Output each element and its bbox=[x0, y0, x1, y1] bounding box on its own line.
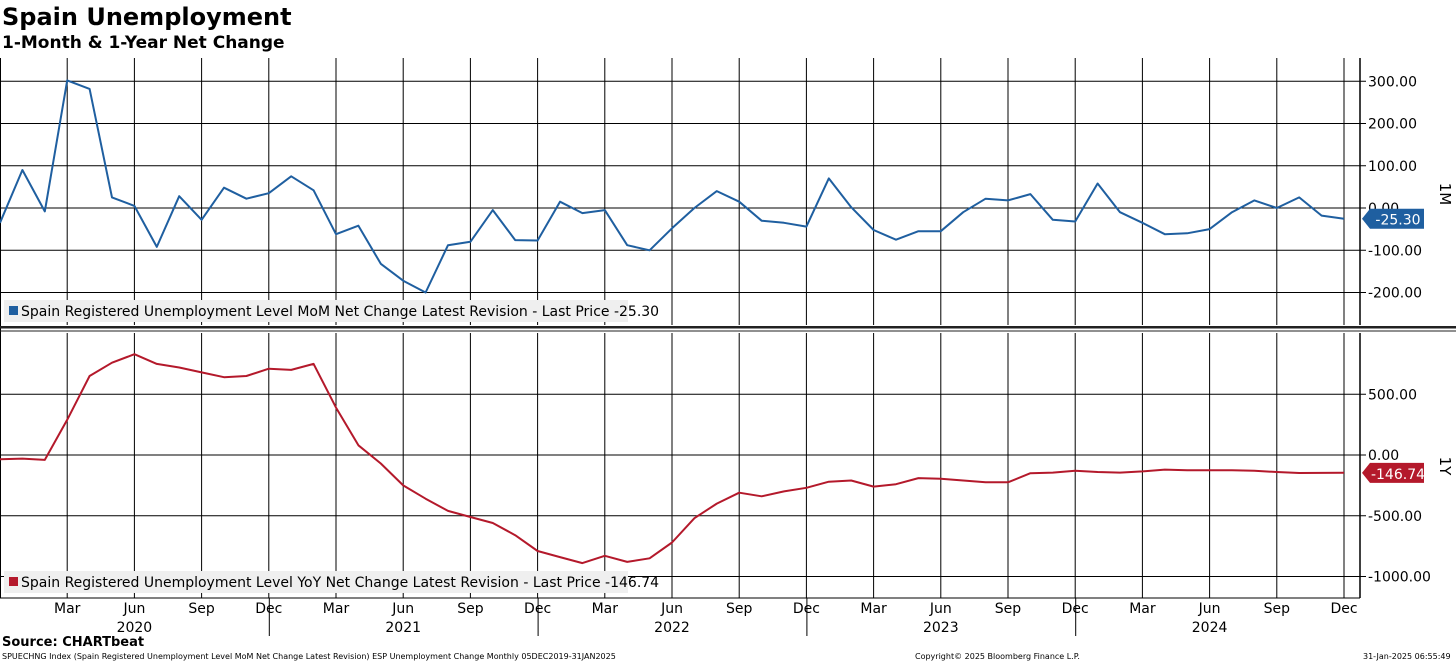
mom-legend-text: Spain Registered Unemployment Level MoM … bbox=[21, 304, 659, 320]
chart-title: Spain Unemployment bbox=[2, 3, 292, 31]
panel-separator bbox=[0, 326, 1456, 329]
mom-legend-swatch bbox=[9, 306, 18, 315]
yoy-legend-box bbox=[4, 571, 628, 593]
x-tick-label: Mar bbox=[323, 601, 350, 617]
y-tick-label: 0.00 bbox=[1368, 448, 1399, 464]
x-year-label: 2021 bbox=[385, 620, 421, 636]
yoy-legend-text: Spain Registered Unemployment Level YoY … bbox=[21, 575, 659, 591]
footer-timestamp: 31-Jan-2025 06:55:49 bbox=[1363, 652, 1451, 661]
yoy-series-line bbox=[0, 353, 1345, 565]
x-tick-label: Mar bbox=[54, 601, 81, 617]
y-axis-title: 1Y bbox=[1436, 457, 1454, 477]
x-year-label: 2020 bbox=[117, 620, 153, 636]
yoy-last-price-tag bbox=[1362, 462, 1424, 483]
chart-subtitle: 1-Month & 1-Year Net Change bbox=[2, 33, 285, 53]
source-note: Source: CHARTbeat bbox=[2, 635, 145, 650]
x-tick-label: Jun bbox=[660, 601, 683, 617]
x-tick-label: Jun bbox=[1198, 601, 1221, 617]
y-tick-label: -200.00 bbox=[1368, 286, 1422, 302]
x-tick-label: Sep bbox=[1264, 601, 1291, 617]
x-year-label: 2024 bbox=[1192, 620, 1228, 636]
y-axis-title: 1M bbox=[1436, 183, 1454, 206]
y-tick-label: 100.00 bbox=[1368, 159, 1417, 175]
x-year-label: 2023 bbox=[923, 620, 959, 636]
x-tick-label: Jun bbox=[122, 601, 145, 617]
yoy-last-price-tag-label: -146.74 bbox=[1371, 467, 1425, 483]
y-tick-label: -100.00 bbox=[1368, 243, 1422, 259]
yoy-legend-swatch bbox=[9, 577, 18, 586]
y-tick-label: -1000.00 bbox=[1368, 570, 1431, 586]
x-tick-label: Sep bbox=[188, 601, 215, 617]
x-year-label: 2022 bbox=[654, 620, 690, 636]
mom-last-price-tag bbox=[1362, 208, 1424, 229]
x-tick-label: Mar bbox=[1129, 601, 1156, 617]
footer-copyright: Copyright© 2025 Bloomberg Finance L.P. bbox=[915, 652, 1080, 661]
x-tick-label: Jun bbox=[391, 601, 414, 617]
footer-index-description: SPUECHNG Index (Spain Registered Unemplo… bbox=[2, 652, 616, 661]
x-tick-label: Sep bbox=[726, 601, 753, 617]
mom-last-price-tag-label: -25.30 bbox=[1375, 213, 1420, 229]
y-tick-label: 500.00 bbox=[1368, 387, 1417, 403]
x-tick-label: Sep bbox=[457, 601, 484, 617]
y-tick-label: 200.00 bbox=[1368, 117, 1417, 133]
x-tick-label: Jun bbox=[929, 601, 952, 617]
x-tick-label: Mar bbox=[860, 601, 887, 617]
y-tick-label: -500.00 bbox=[1368, 509, 1422, 525]
x-tick-label: Dec bbox=[1330, 601, 1357, 617]
y-tick-label: 300.00 bbox=[1368, 74, 1417, 90]
x-tick-label: Sep bbox=[995, 601, 1022, 617]
mom-series-line bbox=[0, 79, 1345, 294]
x-tick-label: Mar bbox=[592, 601, 619, 617]
mom-legend-box bbox=[4, 300, 628, 322]
